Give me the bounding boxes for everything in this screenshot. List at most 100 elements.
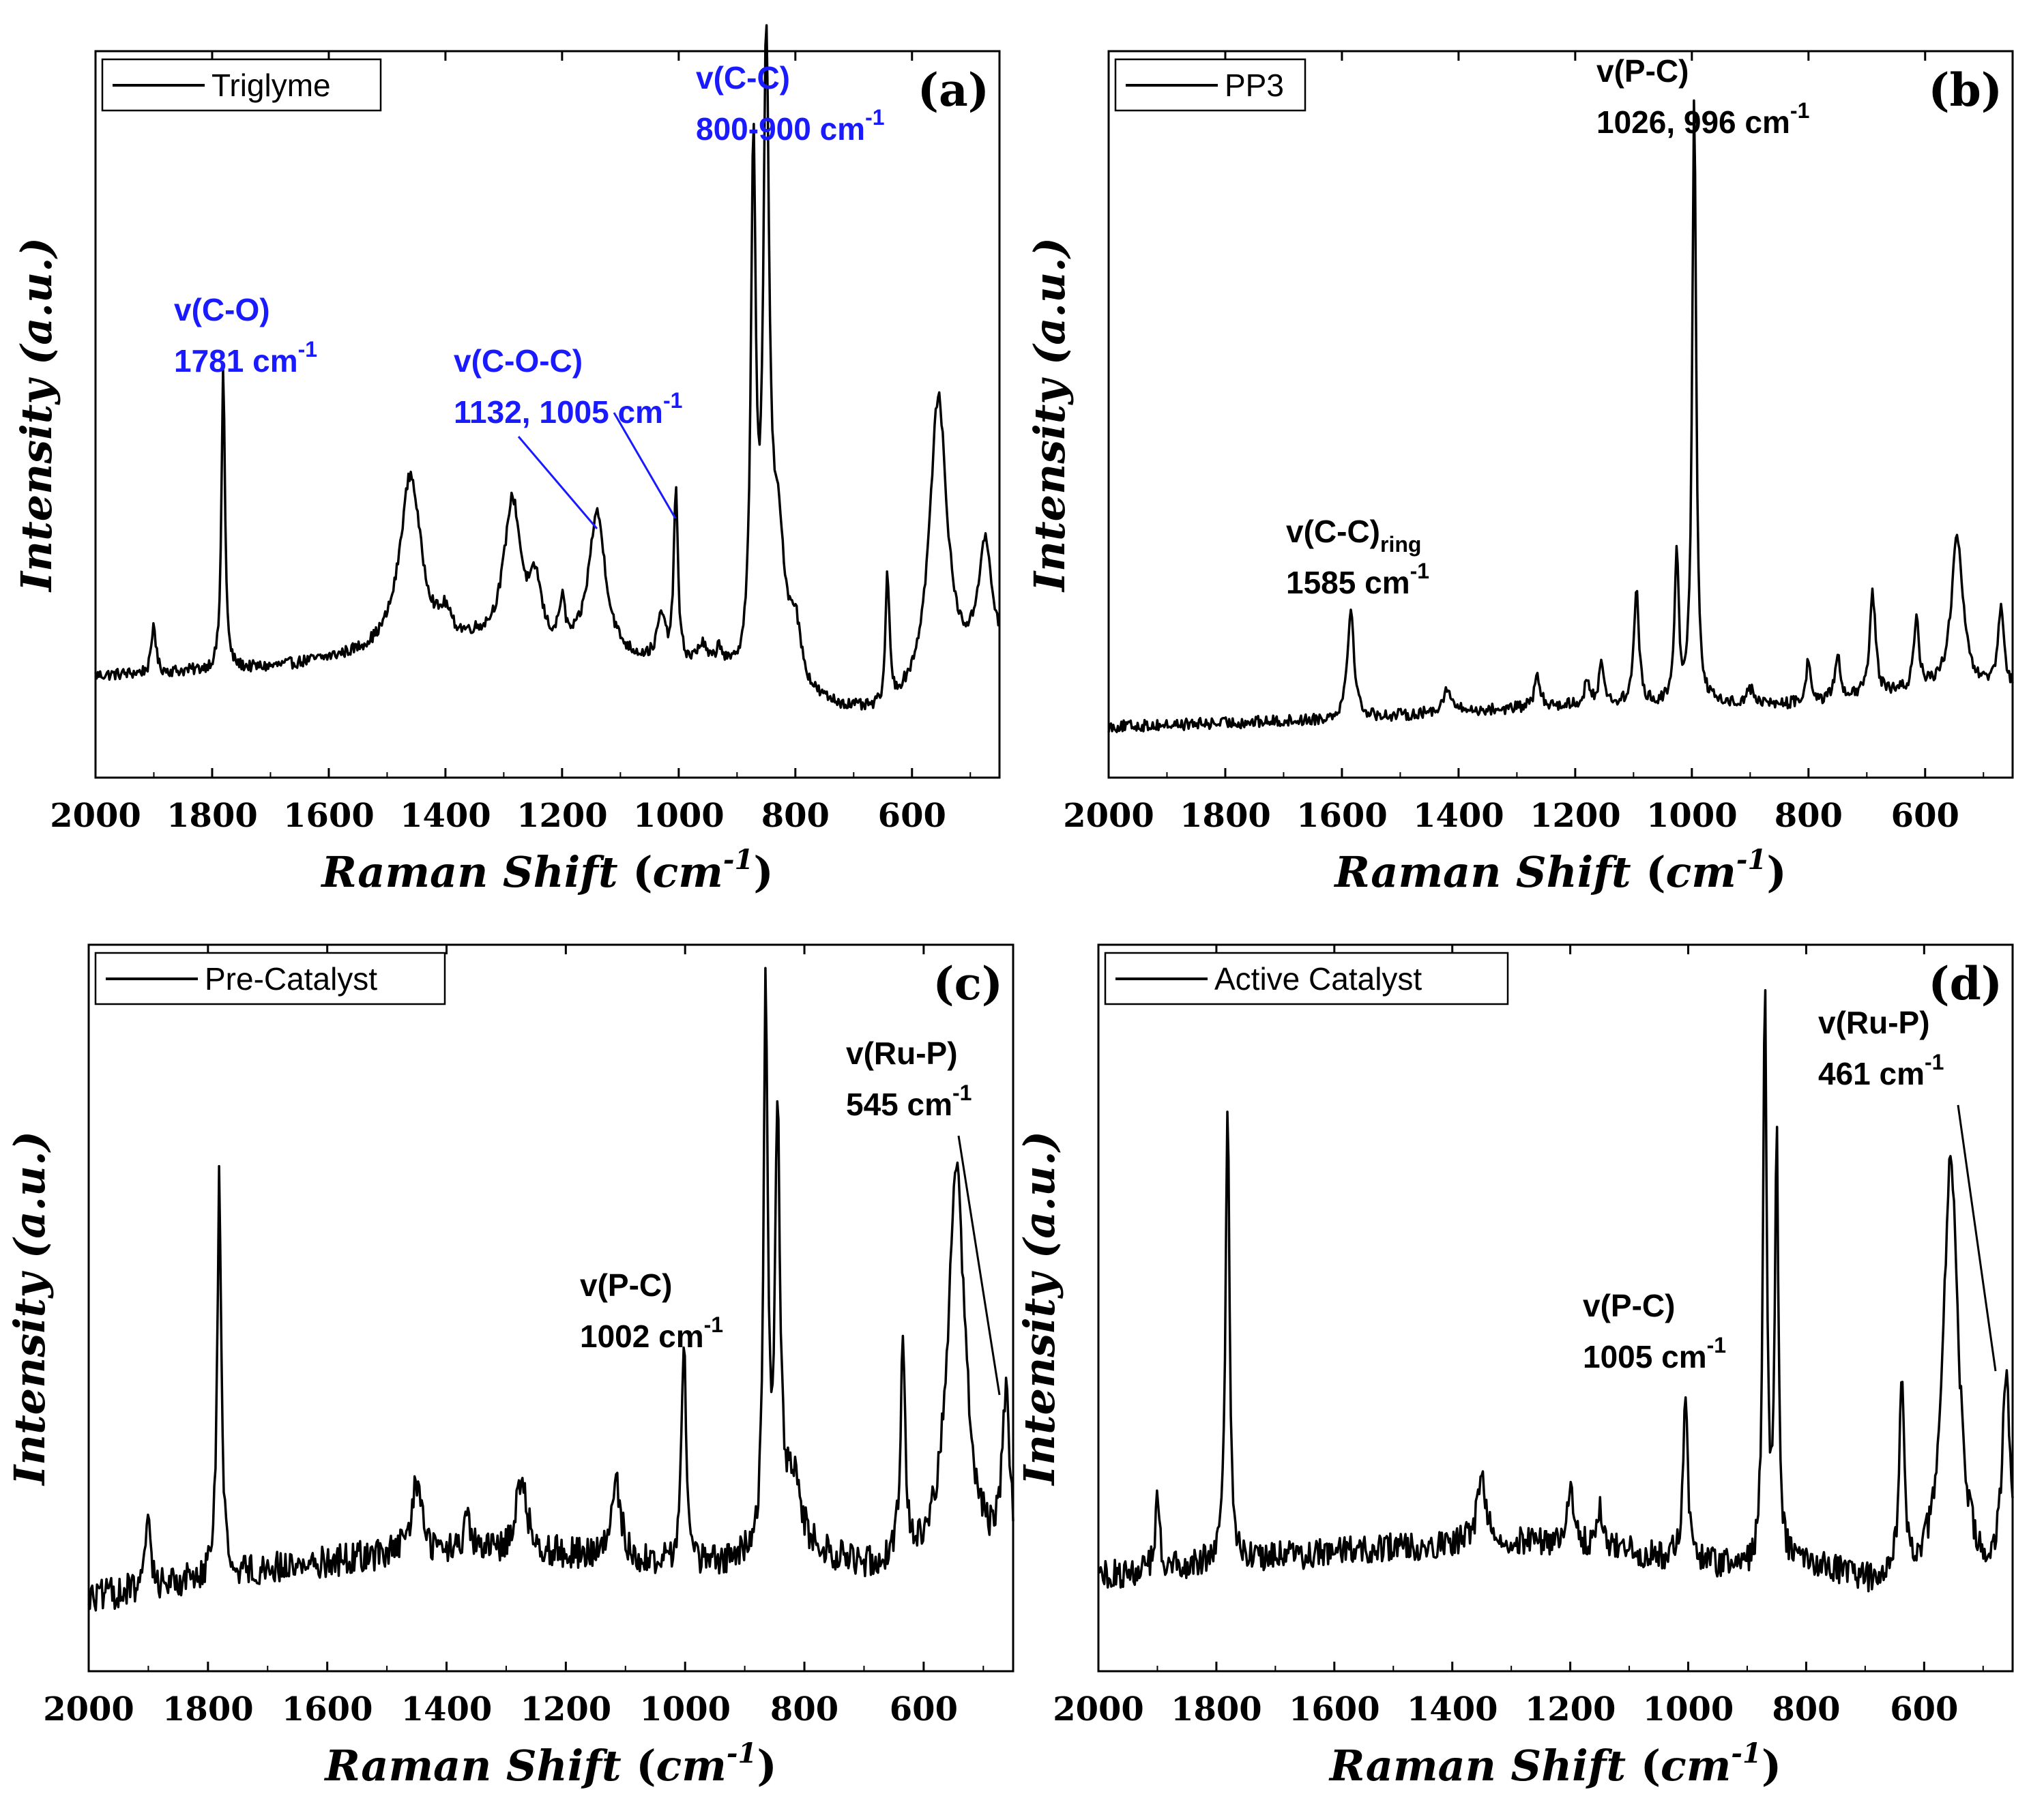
annotation-leader-line: [957, 1135, 1001, 1396]
x-tick-label: 2000: [43, 1690, 134, 1729]
x-axis-title: Raman Shift (cm-1): [323, 1737, 776, 1791]
x-tick-label: 1200: [1530, 797, 1621, 835]
x-tick-label: 800: [770, 1690, 838, 1729]
plot-frame: [1107, 50, 2014, 779]
x-tick-label: 2000: [1063, 797, 1154, 835]
chart-panel-4: 2000 1800 1600 1400 1200 1000 800 600 Raman Shif…: [1014, 943, 2014, 1791]
x-tick-label: 600: [1890, 1690, 1958, 1729]
x-tick-label: 1400: [401, 1690, 493, 1729]
annotation-superscript: -1: [298, 337, 317, 362]
x-tick-label: 1600: [282, 1690, 373, 1729]
spectrum-line: [94, 24, 1001, 711]
annotation-text: 1026, 996 cm: [1596, 104, 1790, 140]
panel-label: (a): [918, 63, 989, 117]
x-tick-label: 2000: [1053, 1690, 1144, 1729]
annotation-wavenumber: 461 cm-1: [1818, 1050, 1944, 1091]
x-tick-label: 1200: [1525, 1690, 1616, 1729]
y-axis-title: Intensity (a.u.): [1014, 1131, 1064, 1486]
peak-annotation: v(P-C) 1002 cm-1: [580, 1267, 723, 1354]
x-axis-title-paren-close: ): [757, 1741, 776, 1791]
x-tick-label: 1000: [1643, 1690, 1734, 1729]
panel-label: (d): [1928, 957, 2002, 1010]
x-axis-title-paren-close: ): [1766, 847, 1786, 897]
legend-label: Triglyme: [211, 68, 331, 103]
x-tick-label: 2000: [50, 797, 141, 835]
x-tick-label: 1600: [1289, 1690, 1380, 1729]
annotation-wavenumber: 1132, 1005 cm-1: [454, 388, 682, 430]
x-axis-title-paren-close: ): [1762, 1741, 1781, 1791]
annotation-text: v(C-O): [174, 292, 270, 327]
annotation-text: 800-900 cm: [696, 111, 865, 147]
annotation-text: 1002 cm: [580, 1319, 704, 1354]
y-axis-title: Intensity (a.u.): [1025, 237, 1075, 593]
annotation-text: v(C-O-C): [454, 343, 583, 379]
x-tick-label: 1000: [633, 797, 725, 835]
panel-label: (c): [933, 957, 1003, 1010]
annotation-superscript: -1: [952, 1080, 972, 1105]
annotation-wavenumber: 1005 cm-1: [1583, 1333, 1726, 1374]
annotation-mode: v(C-O): [174, 292, 270, 327]
spectrum-line: [1098, 989, 2014, 1593]
x-tick-label: 1400: [400, 797, 491, 835]
annotation-mode: v(P-C): [580, 1267, 672, 1303]
plot-frame: [87, 943, 1014, 1673]
annotation-wavenumber: 1026, 996 cm-1: [1596, 98, 1809, 140]
x-tick-label: 1800: [1171, 1690, 1262, 1729]
annotation-superscript: -1: [1790, 98, 1809, 123]
y-axis-title: Intensity (a.u.): [12, 237, 61, 593]
legend: Pre-Catalyst: [94, 952, 446, 1005]
x-tick-label: 800: [1775, 797, 1843, 835]
annotation-text: v(C-C): [696, 60, 790, 95]
annotation-subscript: ring: [1380, 532, 1421, 557]
x-axis-unit: cm: [1666, 847, 1736, 897]
legend: Triglyme: [101, 58, 382, 112]
annotation-mode: v(C-O-C): [454, 343, 583, 379]
annotation-superscript: -1: [663, 388, 682, 413]
spectrum-line: [87, 967, 1014, 1612]
annotation-wavenumber: 1002 cm-1: [580, 1312, 723, 1354]
annotation-superscript: -1: [704, 1312, 723, 1337]
annotation-mode: v(P-C): [1583, 1288, 1675, 1323]
x-tick-label: 800: [1772, 1690, 1840, 1729]
annotation-wavenumber: 1585 cm-1: [1286, 559, 1429, 600]
annotation-leader-line: [1957, 1104, 1997, 1372]
peak-annotation: v(P-C) 1026, 996 cm-1: [1596, 53, 1809, 140]
annotation-superscript: -1: [1410, 559, 1429, 583]
x-axis-unit: cm: [653, 847, 723, 897]
peak-annotation: v(Ru-P) 461 cm-1: [1818, 1005, 1997, 1372]
x-axis-title: Raman Shift (cm-1): [320, 844, 773, 897]
x-axis-title-name: Raman Shift: [320, 847, 618, 897]
y-axis-title: Intensity (a.u.): [5, 1131, 55, 1486]
annotation-wavenumber: 800-900 cm-1: [696, 105, 885, 147]
annotation-superscript: -1: [1925, 1050, 1944, 1074]
annotation-superscript: -1: [865, 105, 884, 130]
panel-label: (b): [1928, 63, 2002, 117]
spectrum-line: [1107, 99, 2014, 733]
annotation-mode: v(C-C)ring: [1286, 514, 1421, 557]
annotation-mode: v(Ru-P): [1818, 1005, 1930, 1040]
annotation-wavenumber: 545 cm-1: [846, 1080, 972, 1122]
x-axis-unit-sup: -1: [723, 844, 753, 876]
x-axis-title-paren-open: (: [622, 1741, 656, 1791]
x-tick-label: 600: [878, 797, 946, 835]
x-tick-label: 1400: [1413, 797, 1504, 835]
x-tick-label: 1200: [521, 1690, 612, 1729]
x-tick-label: 1400: [1407, 1690, 1498, 1729]
x-axis-title-paren-open: (: [618, 847, 653, 897]
peak-annotation: v(C-O) 1781 cm-1: [174, 292, 317, 379]
legend-label: PP3: [1225, 68, 1284, 103]
legend-label: Active Catalyst: [1214, 961, 1422, 997]
chart-panel-3: 2000 1800 1600 1400 1200 1000 800 600 Raman Shif…: [5, 943, 1014, 1791]
x-axis-title-name: Raman Shift: [323, 1741, 622, 1791]
chart-panel-1: 2000 1800 1600 1400 1200 1000 800 600 Raman Shif…: [12, 24, 1001, 897]
annotation-mode: v(C-C): [696, 60, 790, 95]
x-tick-label: 1800: [1180, 797, 1271, 835]
annotation-text: 545 cm: [846, 1087, 952, 1122]
annotation-mode: v(Ru-P): [846, 1035, 958, 1071]
annotation-text: v(P-C): [1583, 1288, 1675, 1323]
annotation-wavenumber: 1781 cm-1: [174, 337, 317, 379]
annotation-text: v(Ru-P): [846, 1035, 958, 1071]
x-axis-title-name: Raman Shift: [1328, 1741, 1626, 1791]
x-axis-unit: cm: [656, 1741, 727, 1791]
